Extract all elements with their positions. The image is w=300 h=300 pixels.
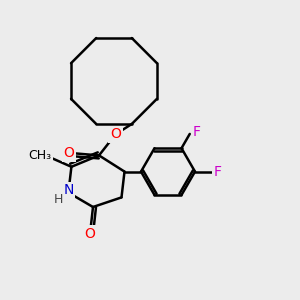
Text: CH₃: CH₃	[28, 149, 52, 162]
Text: O: O	[110, 128, 121, 141]
Text: F: F	[192, 125, 200, 140]
Text: O: O	[85, 227, 95, 241]
Text: H: H	[54, 193, 64, 206]
Text: N: N	[63, 183, 74, 197]
Text: O: O	[64, 146, 74, 160]
Text: F: F	[214, 165, 222, 178]
